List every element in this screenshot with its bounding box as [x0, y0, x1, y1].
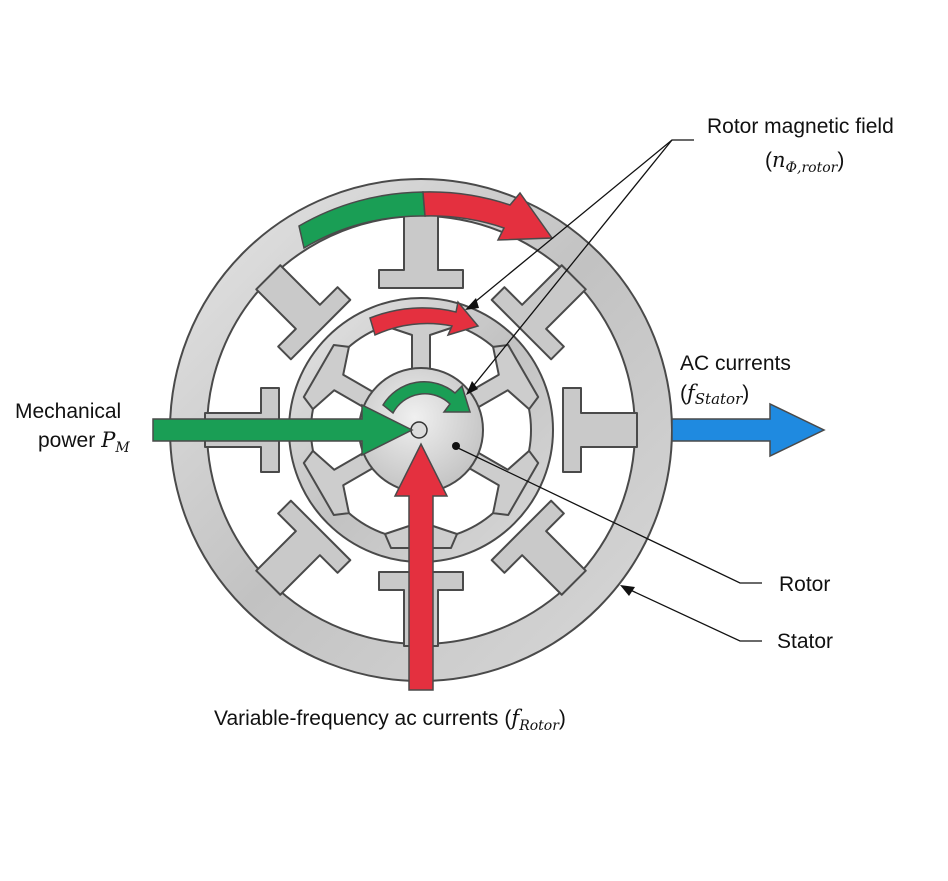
mech-sub: M [114, 440, 130, 456]
var-sym: f [509, 706, 522, 730]
ac-sub: Stator [695, 390, 743, 408]
rotor-rotation-arrow [382, 381, 472, 415]
stator-tooth [378, 213, 464, 289]
stator-tooth [490, 499, 587, 596]
leader-arrowheads [465, 298, 635, 596]
stator-field-arrow [298, 191, 554, 250]
variable-frequency-text: Variable-frequency ac currents (fRotor) [214, 706, 566, 734]
ac-currents-arrow [671, 402, 826, 458]
rotor-field-sub: Φ,rotor [786, 160, 839, 176]
stator-leader [625, 587, 762, 642]
ac-currents-title: AC currents [680, 352, 791, 375]
mech-power-word: power [38, 429, 95, 452]
label-rotor: Rotor [779, 573, 830, 596]
rotor-pole [302, 344, 375, 411]
ac-currents-symbol: (fStator) [680, 381, 749, 408]
ac-sym: f [685, 381, 698, 405]
rotor-currents-arrow [393, 442, 449, 691]
rotor-leader [457, 447, 762, 584]
label-mechanical-power: Mechanical power PM [15, 400, 130, 456]
rotor-field-symbol: (nΦ,rotor) [765, 148, 844, 176]
rotor-pole [467, 449, 540, 516]
stator-tooth [255, 264, 352, 361]
label-ac-currents: AC currents (fStator) [680, 352, 791, 408]
rotor-field-title: Rotor magnetic field [707, 115, 894, 138]
rotor-field-sym: n [772, 148, 786, 172]
var-sub: Rotor [518, 718, 560, 734]
mechanical-line2: power PM [38, 428, 130, 456]
mechanical-line1: Mechanical [15, 400, 121, 423]
stator-tooth [255, 499, 352, 596]
mech-sym: P [100, 428, 116, 452]
label-rotor-field: Rotor magnetic field (nΦ,rotor) [707, 115, 894, 176]
rotor-pole [467, 344, 540, 411]
label-stator: Stator [777, 630, 833, 653]
var-text: Variable-frequency ac currents [214, 707, 498, 730]
rotor-field-leader-2 [469, 139, 673, 391]
rotor-pole [302, 449, 375, 516]
stator-tooth [490, 264, 587, 361]
leader-lines [457, 139, 762, 642]
rotor-field-arrow [369, 300, 480, 337]
stator-tooth [562, 387, 638, 473]
label-variable-frequency: Variable-frequency ac currents (fRotor) [214, 706, 566, 734]
mechanical-power-arrow [152, 403, 414, 457]
